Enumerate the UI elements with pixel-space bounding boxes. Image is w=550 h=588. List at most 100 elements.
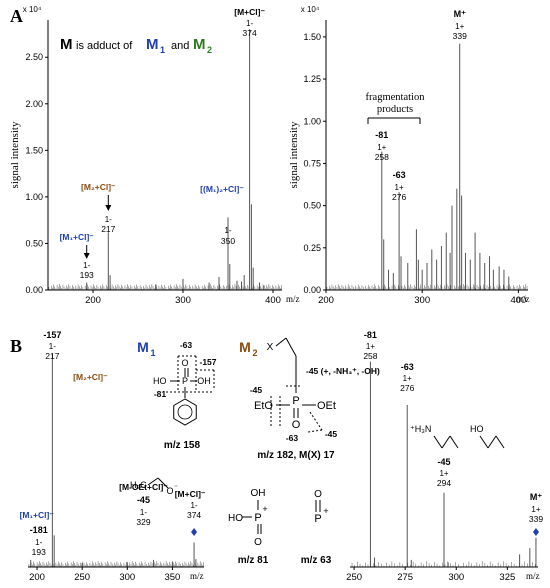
x-axis-label: m/z	[190, 571, 204, 581]
y-tick-label: 1.50	[303, 32, 321, 42]
headline-m2-sub: 2	[207, 45, 212, 55]
label-m-cl-mz: 374	[243, 28, 257, 38]
label-b-loss-45-charge: 1+	[439, 469, 448, 478]
label-b-m1-cl: [M₁+Cl]⁻	[20, 510, 55, 520]
benzene-ring	[173, 398, 197, 426]
bond	[441, 435, 451, 449]
y-tick-label: 1.50	[25, 145, 43, 155]
panel-letter-a: A	[10, 6, 23, 26]
label-b-m-cl-charge: 1-	[191, 501, 198, 510]
y-tick-label: 0.00	[25, 285, 43, 295]
y-tick-label: 1.00	[303, 116, 321, 126]
x-tick-label: 250	[346, 572, 362, 583]
label-b-m2-cl: [M₂+Cl]⁻	[73, 372, 108, 382]
ethoxide-o: O	[166, 486, 173, 496]
fragmentation-label: products	[377, 104, 413, 115]
y-tick-label: 0.75	[303, 158, 321, 168]
label-m1-cl-mz: 193	[80, 270, 94, 280]
headline-text: is adduct of	[76, 40, 133, 52]
x-axis-label: m/z	[286, 294, 300, 304]
bond	[449, 435, 459, 449]
aromatic-circle	[177, 404, 193, 420]
label-b-loss-157-mz: 217	[45, 351, 59, 361]
x-tick-label: 200	[85, 295, 101, 306]
label-m-cl-charge: 1-	[246, 19, 253, 28]
ion63-p: P	[314, 513, 321, 525]
struct-m1-ho: HO	[153, 376, 167, 386]
label-m-plus: M⁺	[454, 9, 466, 19]
precursor-marker	[191, 528, 198, 536]
headline-m2: M	[193, 36, 206, 53]
y-multiplier: x 10⁴	[23, 5, 42, 14]
label-b-loss-157: -157	[43, 330, 61, 340]
label-m-plus-charge: 1+	[455, 22, 464, 31]
x-tick-label: 300	[414, 295, 430, 306]
label-b-m-plus-mz: 339	[529, 514, 543, 524]
label-m-cl: [M+Cl]⁻	[234, 7, 265, 17]
spectrum-B-left: 200 250 300 350 m/z	[28, 353, 204, 583]
x-tick-label: 300	[175, 295, 191, 306]
ethoxide-minus: ⁻	[174, 483, 178, 492]
label-m1-dimer-mz: 350	[221, 236, 235, 246]
arrowhead	[105, 205, 112, 211]
y-axis-label: signal intensity	[288, 121, 300, 188]
headline-and: and	[171, 40, 189, 52]
label-b-loss-81-mz: 258	[363, 351, 377, 361]
label-m2-cl-mz: 217	[101, 224, 115, 234]
label-m1-dimer-cl: [(M₁)₂+Cl]⁻	[200, 184, 244, 194]
struct-m1-label: M	[137, 339, 149, 355]
label-b-loss-157-charge: 1-	[49, 342, 56, 351]
struct-m2-loss-45b: -45	[325, 429, 338, 439]
struct-m1-oh: OH	[197, 376, 211, 386]
label-b-loss-45: -45	[137, 495, 150, 505]
ion81-ho: HO	[228, 513, 243, 524]
label-b-loss-181-mz: 193	[32, 547, 46, 557]
ion63-o: O	[314, 489, 322, 500]
y-axis-label: signal intensity	[9, 121, 21, 188]
struct-m2-p: P	[292, 395, 299, 407]
spectrum-A-left: 200 300 400 m/z 0.00 0.50 1.00 1.50 2.00 2.50 x 10…	[9, 5, 300, 306]
y-tick-label: 0.25	[303, 243, 321, 253]
x-tick-label: 275	[397, 572, 413, 583]
headline-m1: M	[146, 36, 159, 53]
label-b-m-cl-mz: 374	[187, 510, 201, 520]
struct-m2-sub: 2	[252, 348, 257, 358]
label-b-loss-81-charge: 1+	[366, 342, 375, 351]
cleavage-dash	[307, 429, 323, 433]
bond	[147, 477, 159, 486]
x-tick-label: 300	[119, 572, 135, 583]
struct-m2-label: M	[239, 339, 251, 355]
x-tick-label: 250	[74, 572, 90, 583]
label-b-loss-63-charge: 1+	[403, 374, 412, 383]
label-b-loss-63: -63	[401, 362, 414, 372]
label-b-loss-45-mz: 329	[136, 517, 150, 527]
struct-m2-oet: OEt	[317, 400, 336, 412]
bond	[275, 337, 287, 347]
y-tick-label: 2.50	[25, 52, 43, 62]
y-multiplier: x 10⁴	[301, 5, 320, 14]
label-m-plus-mz: 339	[453, 31, 467, 41]
y-tick-label: 1.25	[303, 74, 321, 84]
x-tick-label: 400	[265, 295, 281, 306]
ion81-p: P	[254, 512, 261, 524]
y-tick-label: 0.50	[303, 201, 321, 211]
struct-m1-o: O	[181, 358, 188, 368]
y-tick-label: 2.00	[25, 99, 43, 109]
struct-m2-loss-45a: -45	[250, 385, 263, 395]
label-loss-63-charge: 1+	[395, 183, 404, 192]
label-m1-dimer-charge: 1-	[224, 226, 231, 235]
headline-m1-sub: 1	[160, 45, 165, 55]
ion63-plus: +	[323, 506, 328, 516]
label-m1-cl: [M₁+Cl]⁻	[60, 232, 95, 242]
amine-h3n: ⁺H₃N	[410, 424, 431, 434]
alcohol-ho: HO	[470, 424, 484, 434]
x-tick-label: 200	[318, 295, 334, 306]
bond	[487, 435, 497, 449]
x-axis-label: m/z	[526, 571, 540, 581]
ion63-mass: m/z 63	[301, 555, 332, 566]
struct-m2-loss-note: -45 (+, -NH₃⁺, -OH)	[306, 366, 380, 376]
x-tick-label: 350	[164, 572, 180, 583]
x-axis-label: m/z	[516, 294, 530, 304]
struct-m1-mass: m/z 158	[164, 440, 201, 451]
label-b-m-cl: [M+Cl]⁻	[175, 489, 206, 499]
